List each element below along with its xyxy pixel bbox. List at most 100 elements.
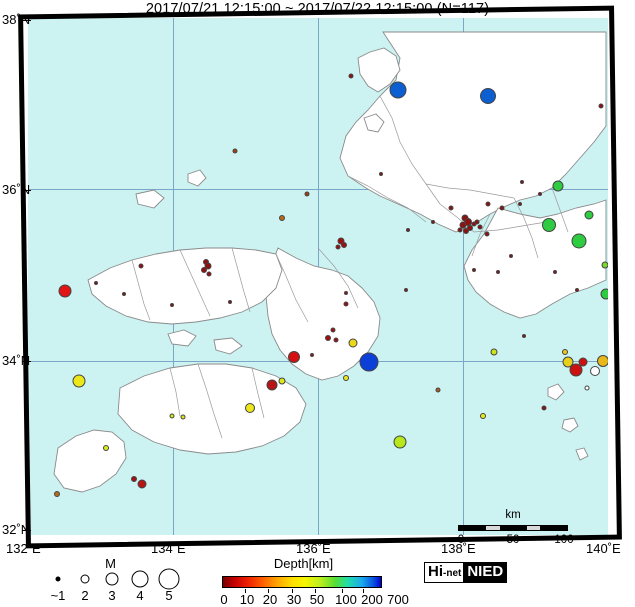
eq-marker bbox=[485, 201, 491, 207]
eq-marker bbox=[578, 357, 588, 367]
magnitude-label-3: 3 bbox=[108, 588, 116, 603]
eq-marker bbox=[288, 351, 300, 363]
scale-segment bbox=[459, 526, 486, 530]
lon-label-132: 132˚E bbox=[6, 541, 41, 556]
depth-tick bbox=[363, 589, 364, 593]
depth-label-100: 100 bbox=[335, 592, 357, 607]
lon-label-140: 140˚E bbox=[586, 541, 621, 556]
magnitude-circle-5 bbox=[158, 568, 180, 590]
eq-marker bbox=[330, 327, 336, 333]
eq-marker bbox=[406, 228, 410, 232]
depth-tick bbox=[315, 589, 316, 593]
eq-marker bbox=[553, 270, 557, 274]
eq-marker bbox=[201, 267, 207, 273]
eq-marker bbox=[343, 375, 349, 381]
depth-label-0: 0 bbox=[220, 592, 228, 607]
lat-label-36: 36˚N bbox=[2, 182, 31, 197]
scale-segment bbox=[500, 526, 527, 530]
net-text: -net bbox=[443, 568, 462, 579]
magnitude-label-5: 5 bbox=[165, 588, 173, 603]
eq-marker bbox=[325, 335, 331, 341]
eq-marker bbox=[28, 18, 30, 20]
depth-label-50: 50 bbox=[309, 592, 325, 607]
eq-marker bbox=[457, 227, 463, 233]
depth-colorbar bbox=[222, 576, 382, 588]
magnitude-label-2: 2 bbox=[81, 588, 89, 603]
magnitude-circle-3 bbox=[105, 572, 119, 586]
graticule-lon-138 bbox=[463, 18, 464, 535]
eq-marker bbox=[228, 300, 232, 304]
scale-unit-label: km bbox=[505, 509, 521, 521]
hi-text: Hi bbox=[428, 563, 443, 580]
depth-legend-title: Depth[km] bbox=[273, 556, 334, 571]
eq-marker bbox=[138, 263, 144, 269]
seismicity-map[interactable]: km 0 50 100 bbox=[18, 5, 622, 549]
lon-label-134: 134˚E bbox=[151, 541, 186, 556]
eq-marker bbox=[542, 218, 556, 232]
eq-marker bbox=[480, 88, 496, 104]
scale-bar-track bbox=[458, 525, 568, 531]
eq-marker bbox=[348, 73, 354, 79]
depth-label-30: 30 bbox=[286, 592, 302, 607]
eq-marker bbox=[333, 337, 339, 343]
eq-marker bbox=[335, 244, 341, 250]
magnitude-circle-2 bbox=[80, 574, 90, 584]
eq-marker bbox=[598, 103, 604, 109]
magnitude-circle-1 bbox=[55, 576, 61, 582]
eq-marker bbox=[279, 215, 285, 221]
eq-marker bbox=[278, 377, 286, 385]
eq-marker bbox=[180, 414, 186, 420]
eq-marker bbox=[348, 338, 358, 348]
nied-text: NIED bbox=[463, 563, 507, 582]
eq-marker bbox=[359, 352, 379, 372]
eq-marker bbox=[379, 172, 383, 176]
eq-marker bbox=[518, 202, 522, 206]
eq-marker bbox=[72, 374, 86, 388]
eq-marker bbox=[569, 363, 583, 377]
eq-marker bbox=[590, 366, 600, 376]
eq-marker bbox=[389, 81, 407, 99]
eq-marker bbox=[54, 491, 60, 497]
depth-label-10: 10 bbox=[239, 592, 255, 607]
eq-marker bbox=[562, 349, 568, 355]
lat-label-34: 34˚N bbox=[2, 353, 31, 368]
eq-marker bbox=[344, 291, 348, 295]
eq-marker bbox=[341, 242, 347, 248]
eq-marker bbox=[571, 233, 587, 249]
depth-label-700: 700 bbox=[387, 592, 409, 607]
eq-marker bbox=[94, 281, 98, 285]
eq-marker bbox=[404, 288, 408, 292]
eq-marker bbox=[103, 445, 109, 451]
eq-marker bbox=[520, 180, 524, 184]
eq-marker bbox=[490, 348, 498, 356]
lat-tick-34 bbox=[22, 361, 31, 362]
lat-label-38: 38˚N bbox=[2, 12, 31, 27]
eq-marker bbox=[310, 353, 314, 357]
page-title: 2017/07/21 12:15:00 ~ 2017/07/22 12:15:0… bbox=[145, 1, 490, 17]
eq-marker bbox=[600, 288, 608, 300]
lon-label-138: 138˚E bbox=[441, 541, 476, 556]
eq-marker bbox=[522, 334, 526, 338]
eq-marker bbox=[245, 403, 255, 413]
eq-marker bbox=[131, 476, 137, 482]
eq-marker bbox=[393, 435, 407, 449]
lat-tick-38 bbox=[22, 20, 31, 21]
eq-marker bbox=[480, 413, 486, 419]
depth-label-200: 200 bbox=[361, 592, 383, 607]
eq-marker bbox=[584, 210, 594, 220]
map-canvas bbox=[28, 18, 608, 535]
lat-tick-36 bbox=[22, 190, 31, 191]
eq-marker bbox=[204, 262, 212, 270]
eq-marker bbox=[562, 356, 574, 368]
hinet-nied-logo: Hi -net NIED bbox=[424, 562, 508, 583]
eq-marker bbox=[206, 271, 212, 277]
coastline-layer bbox=[53, 31, 607, 493]
eq-marker bbox=[552, 180, 564, 192]
depth-label-20: 20 bbox=[262, 592, 278, 607]
eq-marker bbox=[304, 191, 310, 197]
eq-marker bbox=[122, 292, 126, 296]
magnitude-legend-title: M bbox=[105, 556, 116, 571]
magnitude-label-4: 4 bbox=[136, 588, 144, 603]
eq-marker bbox=[477, 224, 483, 230]
depth-tick bbox=[268, 589, 269, 593]
